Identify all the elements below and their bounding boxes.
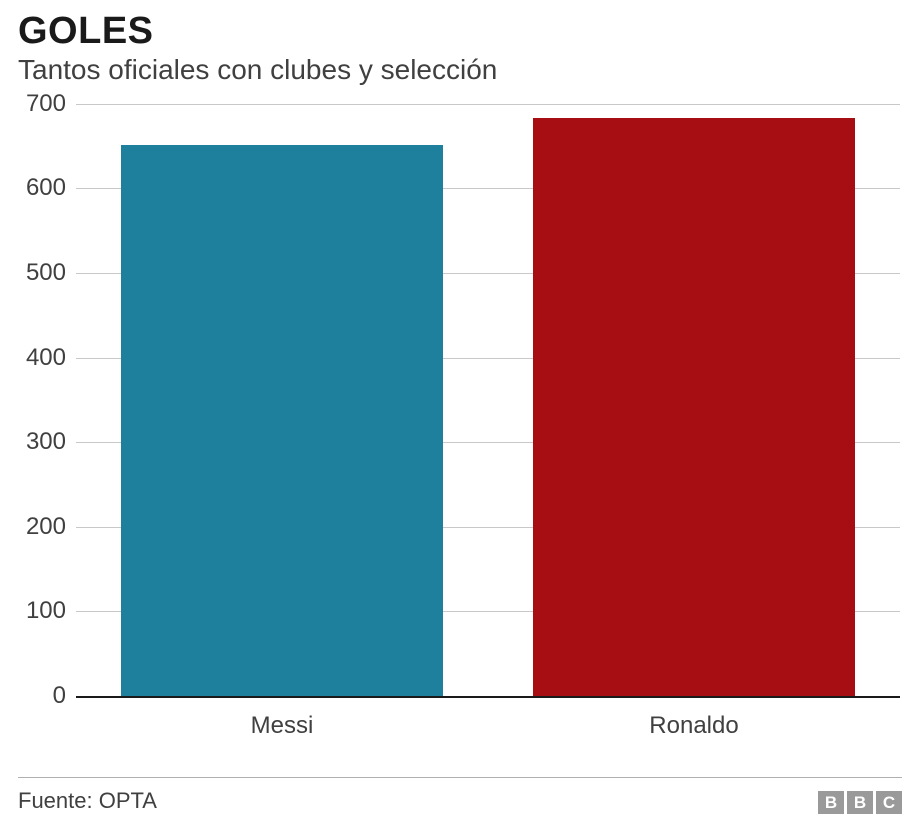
- footer-rule: [18, 777, 902, 778]
- chart-container: GOLES Tantos oficiales con clubes y sele…: [0, 0, 920, 828]
- x-tick-label: Ronaldo: [649, 712, 738, 740]
- source-label: Fuente: OPTA: [18, 788, 157, 813]
- y-tick-label: 200: [18, 513, 66, 541]
- y-tick-label: 0: [18, 682, 66, 710]
- bbc-logo-letter: B: [818, 791, 844, 814]
- gridline: [76, 104, 900, 105]
- bar: [121, 145, 442, 696]
- y-tick-label: 500: [18, 259, 66, 287]
- y-tick-label: 600: [18, 174, 66, 202]
- bbc-logo: B B C: [818, 791, 902, 814]
- baseline: [76, 696, 900, 698]
- y-tick-label: 100: [18, 597, 66, 625]
- chart-area: 0100200300400500600700MessiRonaldo: [18, 104, 902, 746]
- chart-footer: Fuente: OPTA B B C: [18, 777, 902, 814]
- y-tick-label: 400: [18, 344, 66, 372]
- x-tick-label: Messi: [251, 712, 314, 740]
- bar: [533, 118, 854, 696]
- chart-title: GOLES: [18, 12, 902, 52]
- bbc-logo-letter: C: [876, 791, 902, 814]
- plot-region: [76, 104, 900, 696]
- y-tick-label: 300: [18, 428, 66, 456]
- bbc-logo-letter: B: [847, 791, 873, 814]
- chart-subtitle: Tantos oficiales con clubes y selección: [18, 54, 902, 86]
- y-tick-label: 700: [18, 90, 66, 118]
